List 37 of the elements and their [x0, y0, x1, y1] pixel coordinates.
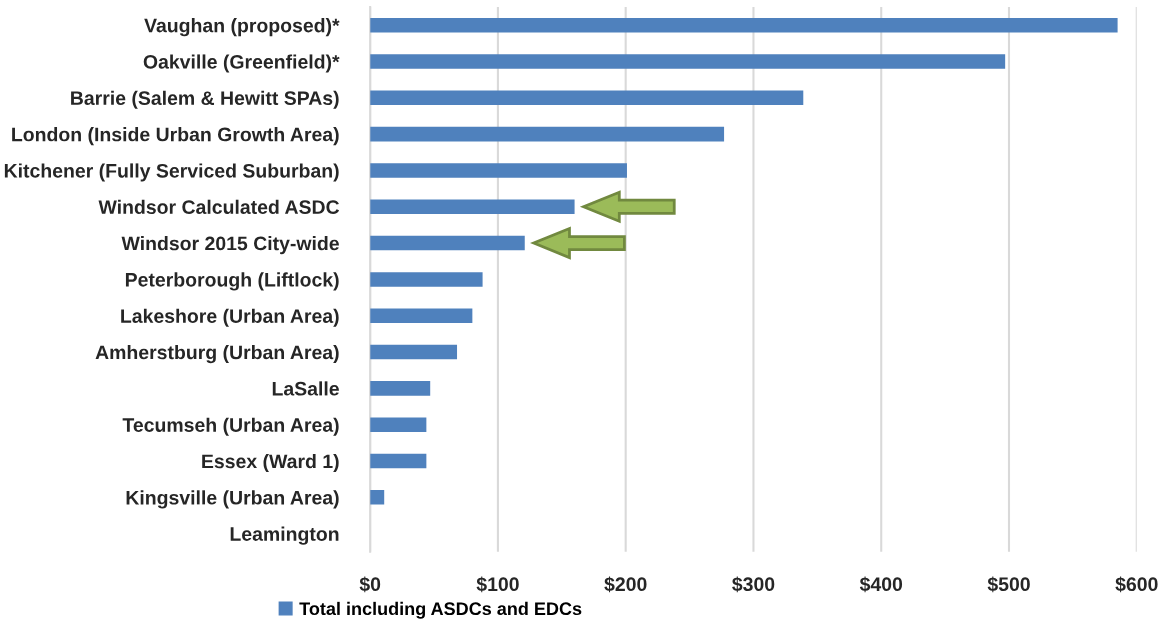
legend-label: Total including ASDCs and EDCs: [299, 601, 582, 619]
y-tick-label: Windsor 2015 City-wide: [121, 236, 339, 255]
x-tick-label: $600: [1115, 576, 1158, 593]
y-tick-label: Vaughan (proposed)*: [144, 18, 340, 37]
bar: [370, 90, 804, 106]
y-tick-label: Amherstburg (Urban Area): [95, 345, 339, 364]
bar: [370, 490, 385, 505]
y-tick-label: London (Inside Urban Growth Area): [12, 127, 339, 146]
x-tick-label: $500: [987, 576, 1030, 593]
y-tick-label: Tecumseh (Urban Area): [122, 417, 339, 436]
y-tick-label: Peterborough (Liftlock): [125, 272, 339, 291]
y-tick-label: Essex (Ward 1): [202, 453, 339, 473]
bar: [370, 344, 458, 360]
y-tick-label: Leamington: [230, 526, 339, 545]
bar: [370, 54, 1006, 69]
y-tick-label: Oakville (Greenfield)*: [143, 54, 340, 73]
y-tick-label: Kitchener (Fully Serviced Suburban): [4, 163, 339, 182]
y-tick-label: Barrie (Salem & Hewitt SPAs): [71, 90, 339, 109]
y-tick-label: Windsor Calculated ASDC: [98, 199, 340, 214]
bar: [370, 235, 525, 251]
x-tick-label: $0: [359, 576, 381, 593]
y-tick-label: Lakeshore (Urban Area): [121, 308, 339, 327]
bar: [370, 17, 1118, 33]
bar: [370, 308, 473, 323]
x-tick-label: $400: [859, 576, 903, 593]
x-tick-label: $200: [604, 576, 647, 593]
y-tick-label: Kingsville (Urban Area): [126, 490, 339, 509]
bar: [370, 417, 427, 432]
bar: [370, 126, 725, 142]
bar: [370, 453, 427, 469]
x-tick-label: $100: [476, 576, 519, 593]
bar: [370, 381, 431, 396]
bar: [370, 199, 575, 215]
bar: [370, 272, 483, 287]
x-tick-label: $300: [732, 576, 775, 593]
bar: [370, 163, 627, 178]
y-tick-label: LaSalle: [272, 381, 339, 396]
